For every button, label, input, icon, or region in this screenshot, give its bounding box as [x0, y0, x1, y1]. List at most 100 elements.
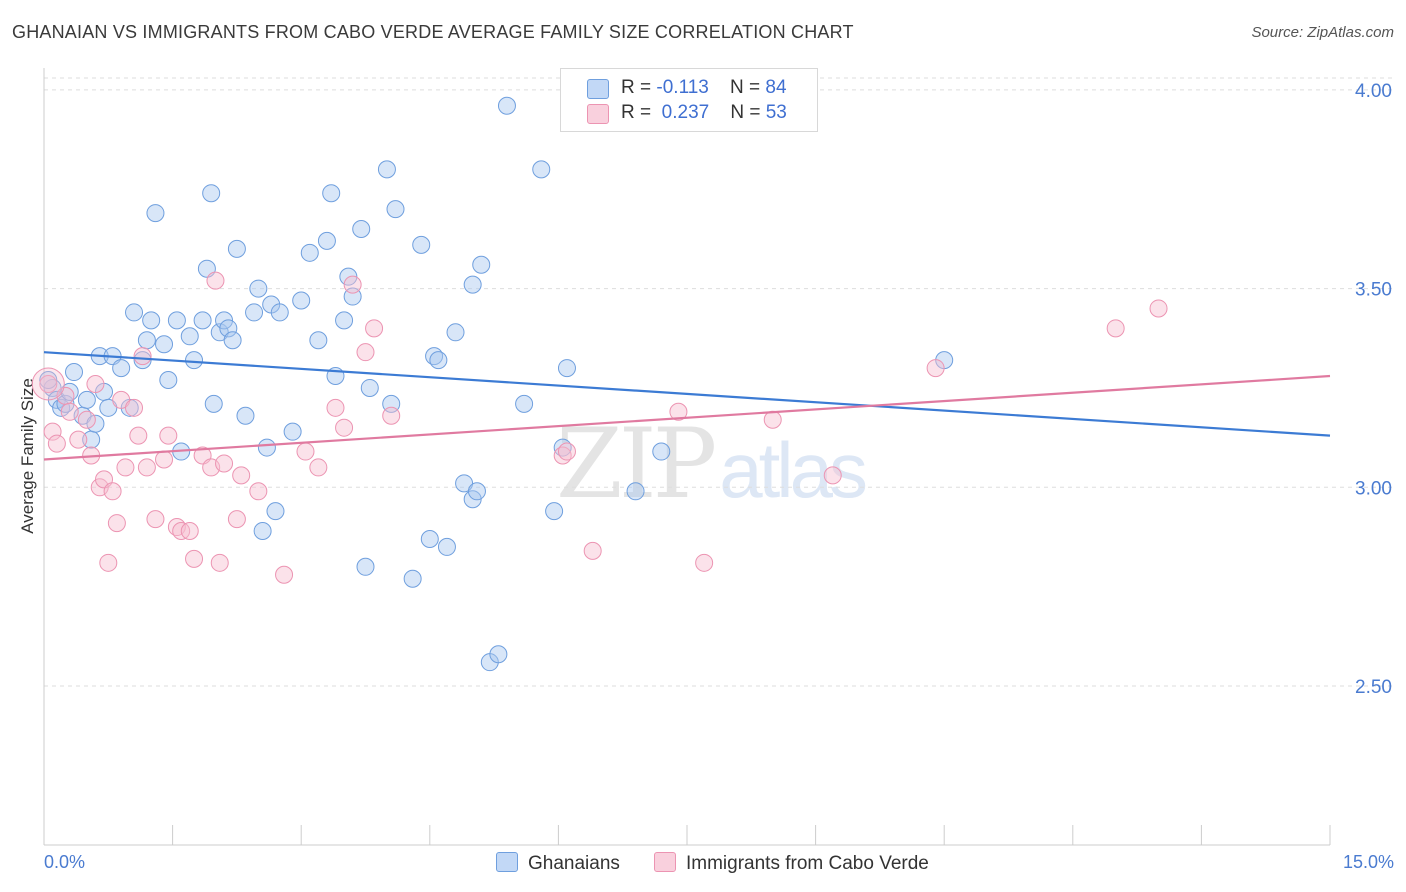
point-ghanaian [377, 160, 396, 179]
point-ghanaian [360, 378, 379, 397]
x-tick-label-min: 0.0% [44, 852, 86, 872]
point-ghanaian [180, 327, 199, 346]
point-cabo-verde [99, 553, 118, 572]
point-cabo-verde [335, 418, 354, 437]
point-ghanaian [532, 160, 551, 179]
point-ghanaian [300, 243, 319, 262]
point-cabo-verde [275, 565, 294, 584]
point-ghanaian [137, 331, 156, 350]
x-tick-label-max: 15.0% [1342, 852, 1394, 872]
point-ghanaian [352, 219, 371, 238]
data-points [31, 96, 1168, 672]
point-cabo-verde [695, 553, 714, 572]
point-ghanaian [125, 303, 144, 322]
legend-swatch-blue [587, 79, 609, 99]
y-tick-label: 3.50 [1355, 280, 1392, 301]
point-ghanaian [429, 351, 448, 370]
point-ghanaian [227, 239, 246, 258]
point-ghanaian [515, 394, 534, 413]
point-cabo-verde [133, 347, 152, 366]
point-cabo-verde [155, 450, 174, 469]
point-cabo-verde [69, 430, 88, 449]
point-ghanaian [309, 331, 328, 350]
point-cabo-verde [43, 422, 62, 441]
point-ghanaian [204, 394, 223, 413]
bottom-legend-label: Ghanaians [528, 853, 620, 874]
point-cabo-verde [215, 454, 234, 473]
watermark-atlas: atlas [719, 426, 868, 514]
point-ghanaian [65, 363, 84, 382]
point-ghanaian [386, 200, 405, 219]
legend-n-label: N = [730, 102, 761, 123]
point-cabo-verde [60, 402, 79, 421]
legend-text: R = 0.237 N = 53 [621, 102, 787, 124]
point-ghanaian [257, 438, 276, 457]
legend-n-value: 84 [765, 77, 787, 98]
y-tick-label: 2.50 [1355, 677, 1392, 698]
bottom-legend-label: Immigrants from Cabo Verde [686, 853, 929, 874]
axes [43, 68, 1331, 846]
legend-text: R = -0.113 N = 84 [621, 77, 787, 99]
point-ghanaian [266, 502, 285, 521]
point-ghanaian [245, 303, 264, 322]
point-cabo-verde [125, 398, 144, 417]
point-cabo-verde [365, 319, 384, 338]
point-ghanaian [455, 474, 474, 493]
legend-r-value: 0.237 [661, 102, 710, 123]
point-cabo-verde [583, 541, 602, 560]
point-cabo-verde [206, 271, 225, 290]
point-cabo-verde [1106, 319, 1125, 338]
bottom-legend-swatch-blue [496, 852, 518, 872]
point-cabo-verde [210, 553, 229, 572]
point-cabo-verde [557, 442, 576, 461]
point-cabo-verde [232, 466, 251, 485]
point-ghanaian [112, 359, 131, 378]
point-cabo-verde [763, 410, 782, 429]
watermark-zip: ZIP [556, 408, 717, 520]
trend-line-cabo-verde [43, 374, 1331, 461]
point-cabo-verde [249, 482, 268, 501]
point-cabo-verde [86, 374, 105, 393]
point-cabo-verde [146, 510, 165, 529]
point-ghanaian [77, 390, 96, 409]
point-cabo-verde [309, 458, 328, 477]
legend-r-value: -0.113 [656, 77, 709, 98]
point-ghanaian [472, 255, 491, 274]
y-tick-labels: 2.50 3.00 3.50 4.00 [1355, 81, 1392, 698]
point-cabo-verde [180, 522, 199, 541]
point-cabo-verde [1149, 299, 1168, 318]
point-cabo-verde [116, 458, 135, 477]
point-cabo-verde [77, 410, 96, 429]
bottom-legend-ghanaians: Ghanaians [496, 852, 620, 875]
point-ghanaian [437, 537, 456, 556]
y-tick-label: 3.00 [1355, 478, 1392, 499]
point-ghanaian [223, 331, 242, 350]
trend-lines [43, 351, 1331, 461]
point-ghanaian [489, 645, 508, 664]
point-ghanaian [317, 231, 336, 250]
point-cabo-verde [326, 398, 345, 417]
point-cabo-verde [39, 374, 58, 393]
point-cabo-verde [129, 426, 148, 445]
point-ghanaian [322, 184, 341, 203]
legend-r-label: R = [621, 102, 652, 123]
point-ghanaian [335, 311, 354, 330]
point-cluster [31, 367, 65, 401]
point-ghanaian [202, 184, 221, 203]
point-ghanaian [463, 275, 482, 294]
bottom-legend-cabo-verde: Immigrants from Cabo Verde [654, 852, 929, 875]
point-ghanaian [467, 482, 486, 501]
point-cabo-verde [926, 359, 945, 378]
point-cabo-verde [823, 466, 842, 485]
point-ghanaian [155, 335, 174, 354]
point-cabo-verde [296, 442, 315, 461]
point-ghanaian [253, 522, 272, 541]
point-ghanaian [557, 359, 576, 378]
point-ghanaian [652, 442, 671, 461]
legend-swatch-pink [587, 104, 609, 124]
y-tick-label: 4.00 [1355, 81, 1392, 102]
point-ghanaian [99, 398, 118, 417]
point-ghanaian [249, 279, 268, 298]
point-ghanaian [283, 422, 302, 441]
point-cabo-verde [112, 390, 131, 409]
